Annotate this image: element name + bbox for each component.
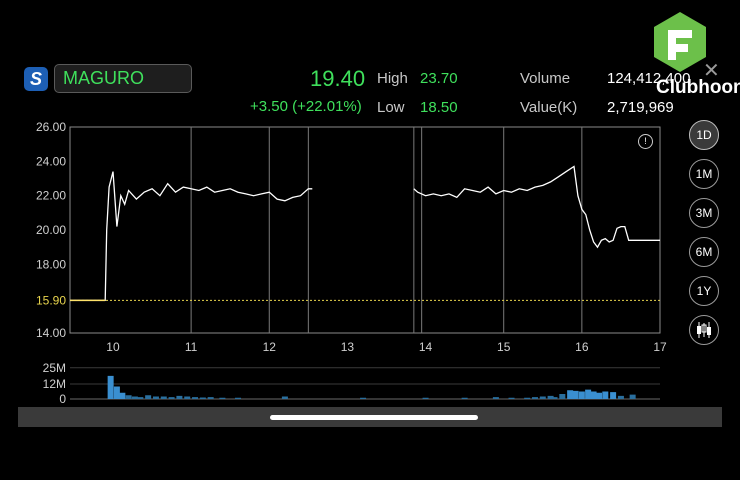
y-tick-label: 14.00 (36, 326, 66, 340)
volume-bar (131, 396, 138, 399)
x-tick-label: 15 (497, 340, 511, 354)
info-icon[interactable]: ! (638, 134, 653, 149)
x-tick-label: 16 (575, 340, 589, 354)
volume-y-tick-label: 12M (43, 377, 66, 391)
logo-text: Clubhoon (656, 77, 740, 98)
volume-bar (492, 397, 499, 399)
period-1m-button[interactable]: 1M (689, 159, 719, 189)
x-tick-label: 17 (653, 340, 667, 354)
x-tick-label: 10 (106, 340, 120, 354)
y-tick-label: 20.00 (36, 223, 66, 237)
volume-bar (567, 390, 574, 399)
value-amount: 2,719,969 (607, 99, 674, 116)
x-tick-label: 14 (419, 340, 433, 354)
volume-bar (107, 375, 114, 399)
volume-bar (113, 386, 120, 399)
volume-bar (219, 397, 226, 399)
volume-bar (207, 397, 214, 399)
high-label: High (377, 70, 408, 87)
low-label: Low (377, 99, 405, 116)
y-tick-label: 26.00 (36, 120, 66, 134)
y-tick-label: 24.00 (36, 154, 66, 168)
volume-bar (360, 397, 367, 399)
volume-bar (461, 397, 468, 399)
home-indicator[interactable] (270, 415, 478, 420)
price-chart: 26.00 24.00 22.00 20.00 18.00 15.90 14.00 10 11 1… (36, 120, 667, 354)
volume-bar (125, 395, 132, 399)
volume-bar (235, 397, 242, 399)
volume-bar (531, 397, 538, 399)
volume-bar (281, 396, 288, 399)
volume-bar (422, 397, 429, 399)
last-price: 19.40 (310, 66, 366, 91)
period-3m-button[interactable]: 3M (689, 198, 719, 228)
price-line-series (413, 165, 660, 249)
y-tick-label: 22.00 (36, 189, 66, 203)
volume-bar (119, 392, 126, 399)
volume-bar (610, 392, 617, 399)
x-tick-label: 11 (185, 340, 198, 354)
volume-y-tick-label: 0 (59, 392, 66, 406)
volume-label: Volume (520, 70, 571, 87)
low-value: 18.50 (420, 99, 458, 116)
volume-y-tick-label: 25M (43, 361, 66, 375)
volume-bar (199, 397, 206, 399)
y-tick-label: 15.90 (36, 293, 66, 307)
volume-bar (168, 397, 175, 399)
volume-bar (578, 391, 585, 399)
volume-bar (617, 395, 624, 399)
volume-bar (524, 397, 531, 399)
clubhoon-logo-icon (654, 12, 706, 72)
volume-bar (508, 397, 515, 399)
x-tick-label: 13 (341, 340, 355, 354)
volume-value: 124,412,400 (607, 70, 691, 87)
close-icon[interactable]: ✕ (703, 60, 720, 82)
y-tick-label: 18.00 (36, 257, 66, 271)
volume-bar (539, 396, 546, 399)
value-label: Value(K) (520, 99, 578, 116)
candlestick-icon (697, 322, 711, 338)
volume-bar (585, 389, 592, 399)
price-change: +3.50 (+22.01%) (250, 98, 362, 115)
volume-bar (572, 390, 579, 399)
period-1y-button[interactable]: 1Y (689, 276, 719, 306)
period-1d-button[interactable]: 1D (689, 120, 719, 150)
volume-bar (602, 391, 609, 399)
app-logo-icon: S (24, 67, 48, 91)
high-value: 23.70 (420, 70, 458, 87)
volume-bar (176, 395, 183, 399)
period-selector: 1D 1M 3M 6M 1Y (689, 120, 719, 345)
symbol-input[interactable]: MAGURO (54, 64, 192, 93)
volume-bar (184, 396, 191, 399)
volume-bar (160, 396, 167, 399)
plot-frame (69, 126, 661, 334)
volume-bar (629, 394, 636, 399)
volume-bar (547, 395, 554, 399)
candlestick-toggle-button[interactable] (689, 315, 719, 345)
volume-bar (137, 397, 144, 399)
period-6m-button[interactable]: 6M (689, 237, 719, 267)
volume-bar (590, 391, 597, 399)
volume-bar (192, 397, 199, 399)
volume-bar (152, 396, 159, 399)
volume-bar (559, 394, 566, 399)
volume-bar (551, 397, 558, 399)
volume-bar (596, 392, 603, 399)
price-line-series (70, 171, 313, 302)
x-tick-label: 12 (263, 340, 277, 354)
volume-bar (145, 395, 152, 399)
